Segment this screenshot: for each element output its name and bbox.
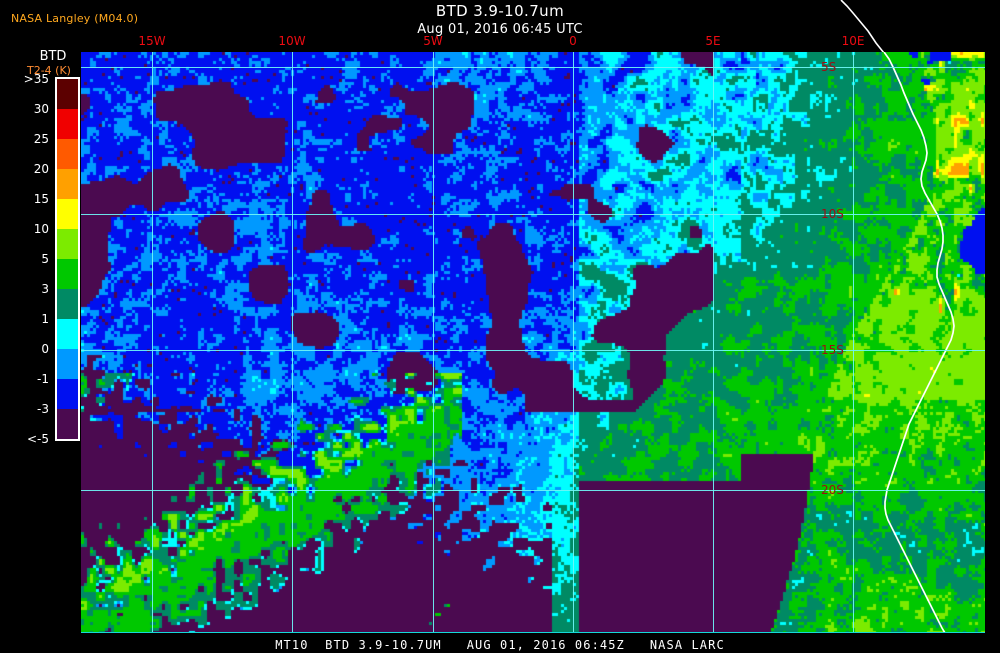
btd-raster-image bbox=[81, 52, 985, 633]
coastline-overflow bbox=[81, 0, 985, 53]
colorbar-band bbox=[57, 79, 78, 109]
coastline-path-upper bbox=[840, 0, 885, 53]
longitude-label: 10W bbox=[278, 34, 306, 48]
colorbar-band bbox=[57, 349, 78, 379]
colorbar-bands bbox=[57, 79, 78, 439]
longitude-label: 5W bbox=[423, 34, 443, 48]
colorbar-tick-label: 20 bbox=[33, 162, 49, 176]
coastline-overlay bbox=[883, 52, 955, 633]
gridline-meridian bbox=[853, 52, 854, 633]
status-bar: MT10 BTD 3.9-10.7UM AUG 01, 2016 06:45Z … bbox=[0, 634, 1000, 652]
colorbar-tick-label: 25 bbox=[33, 132, 49, 146]
map-grid-overlay bbox=[81, 52, 985, 633]
latitude-label: 5S bbox=[821, 60, 837, 74]
gridline-meridian bbox=[292, 52, 293, 633]
gridline-parallel bbox=[81, 214, 985, 215]
coastline-path bbox=[883, 52, 955, 633]
colorbar-tick-label: >35 bbox=[23, 72, 49, 86]
colorbar-band bbox=[57, 169, 78, 199]
colorbar-title: BTD bbox=[39, 49, 67, 64]
gridline-parallel bbox=[81, 350, 985, 351]
colorbar-tick-label: 10 bbox=[33, 222, 49, 236]
coastline-overflow-svg bbox=[840, 0, 885, 53]
longitude-label: 5E bbox=[705, 34, 721, 48]
colorbar-tick-label: 0 bbox=[41, 342, 49, 356]
colorbar-units-label: T2-4 (K) bbox=[27, 64, 71, 77]
agency-label: NASA Langley (M04.0) bbox=[11, 12, 139, 25]
gridline-parallel bbox=[81, 67, 985, 68]
colorbar-tick-label: 3 bbox=[41, 282, 49, 296]
gridline-meridian bbox=[713, 52, 714, 633]
colorbar-tick-label: 1 bbox=[41, 312, 49, 326]
colorbar-band bbox=[57, 259, 78, 289]
colorbar-tick-label: -3 bbox=[37, 402, 49, 416]
satellite-map[interactable] bbox=[81, 52, 985, 633]
colorbar-band bbox=[57, 319, 78, 349]
colorbar-band bbox=[57, 289, 78, 319]
colorbar-tick-labels: >35 30 25 20 15 10 5 3 1 0 -1 -3 <-5 bbox=[0, 70, 52, 450]
latitude-label: 15S bbox=[821, 343, 844, 357]
colorbar-band bbox=[57, 109, 78, 139]
colorbar-band bbox=[57, 409, 78, 439]
gridline-meridian bbox=[433, 52, 434, 633]
colorbar-tick-label: 5 bbox=[41, 252, 49, 266]
latitude-label: 10S bbox=[821, 207, 844, 221]
latitude-label: 20S bbox=[821, 483, 844, 497]
colorbar-tick-label: 30 bbox=[33, 102, 49, 116]
colorbar-band bbox=[57, 229, 78, 259]
longitude-label: 10E bbox=[841, 34, 865, 48]
footer-divider bbox=[81, 632, 985, 633]
gridline-parallel bbox=[81, 490, 985, 491]
colorbar-tick-label: -1 bbox=[37, 372, 49, 386]
gridline-meridian bbox=[152, 52, 153, 633]
longitude-label: 0 bbox=[569, 34, 577, 48]
colorbar-band bbox=[57, 379, 78, 409]
longitude-label: 15W bbox=[138, 34, 166, 48]
status-text: MT10 BTD 3.9-10.7UM AUG 01, 2016 06:45Z … bbox=[275, 638, 725, 652]
colorbar-band bbox=[57, 199, 78, 229]
colorbar bbox=[55, 77, 80, 441]
colorbar-tick-label: <-5 bbox=[26, 432, 49, 446]
colorbar-tick-label: 15 bbox=[33, 192, 49, 206]
gridline-meridian bbox=[573, 52, 574, 633]
colorbar-band bbox=[57, 139, 78, 169]
